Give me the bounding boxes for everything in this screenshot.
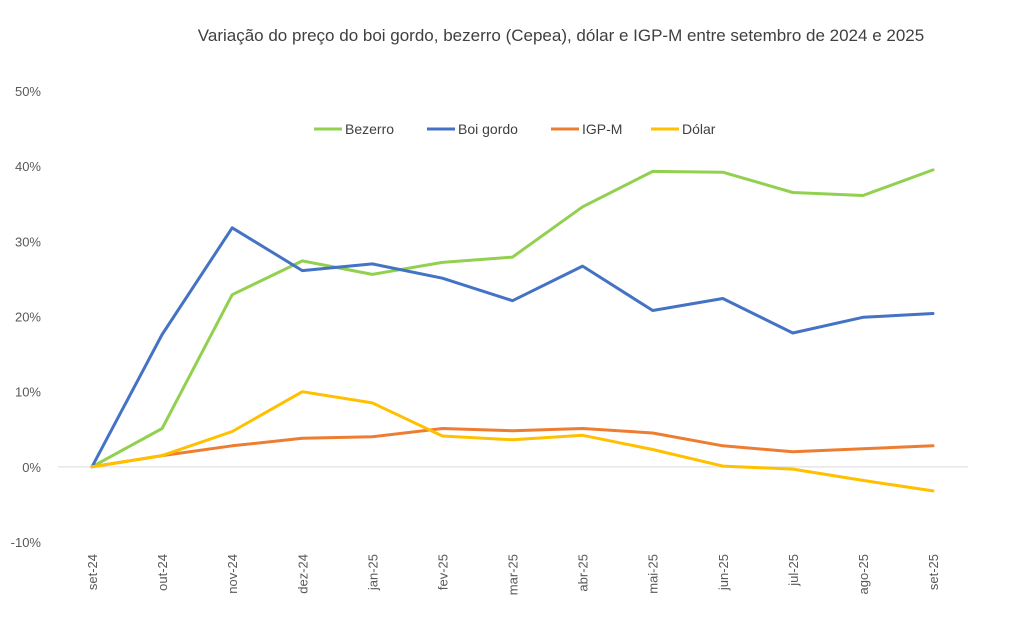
x-axis: set-24 out-24 nov-24 dez-24 jan-25 fev-25 mar-… xyxy=(85,554,941,595)
legend-label: IGP-M xyxy=(582,121,622,137)
x-tick-label: mai-25 xyxy=(646,554,661,594)
series-line-d-lar xyxy=(90,390,935,493)
series-layer xyxy=(90,168,935,493)
x-tick-label: mar-25 xyxy=(506,554,521,595)
x-tick-label: ago-25 xyxy=(856,554,871,594)
chart-title: Variação do preço do boi gordo, bezerro … xyxy=(197,26,925,45)
y-tick-label: 0% xyxy=(22,460,41,475)
y-tick-label: 50% xyxy=(15,84,41,99)
y-axis: -10% 0% 10% 20% 30% 40% 50% xyxy=(11,84,968,550)
x-tick-label: out-24 xyxy=(155,554,170,591)
y-tick-label: 20% xyxy=(15,310,41,325)
series-line-bezerro xyxy=(90,168,935,469)
y-tick-label: -10% xyxy=(11,535,42,550)
x-tick-label: nov-24 xyxy=(225,554,240,594)
y-tick-label: 40% xyxy=(15,159,41,174)
x-tick-label: dez-24 xyxy=(295,554,310,594)
y-tick-label: 30% xyxy=(15,234,41,249)
x-tick-label: jun-25 xyxy=(716,554,731,591)
series-line-boi-gordo xyxy=(90,226,935,469)
legend-label: Bezerro xyxy=(345,121,394,137)
legend-label: Boi gordo xyxy=(458,121,518,137)
legend: Bezerro Boi gordo IGP-M Dólar xyxy=(314,121,716,137)
x-tick-label: set-25 xyxy=(926,554,941,590)
x-tick-label: set-24 xyxy=(85,554,100,590)
series-line-igp-m xyxy=(90,427,935,469)
legend-label: Dólar xyxy=(682,121,716,137)
x-tick-label: jan-25 xyxy=(365,554,380,591)
y-tick-label: 10% xyxy=(15,385,41,400)
x-tick-label: jul-25 xyxy=(786,554,801,587)
x-tick-label: abr-25 xyxy=(576,554,591,592)
x-tick-label: fev-25 xyxy=(435,554,450,590)
